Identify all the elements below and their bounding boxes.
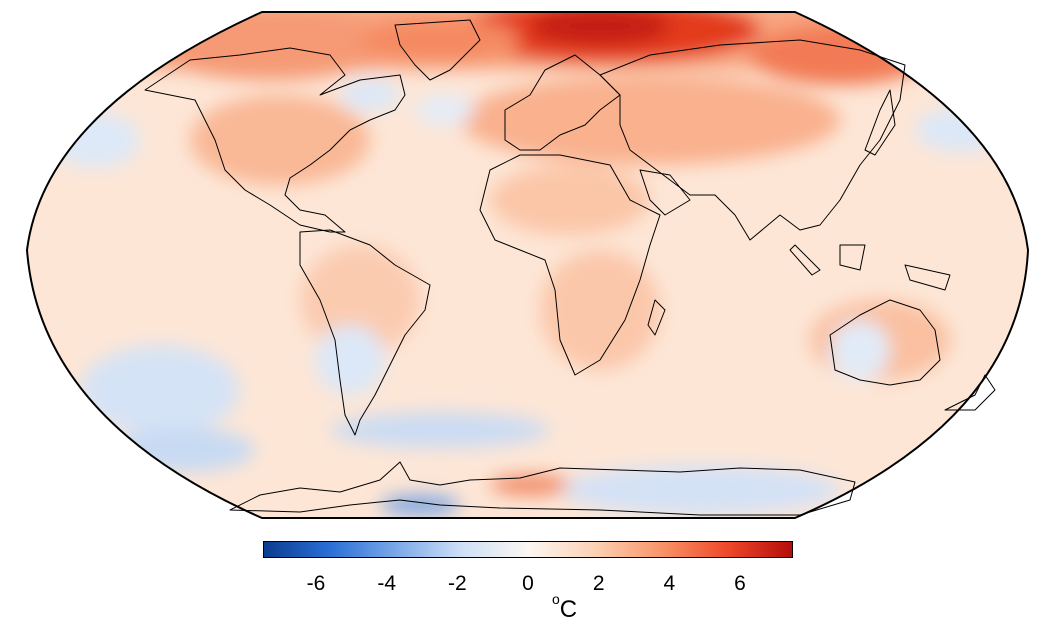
coastline-japan — [864, 89, 896, 156]
map-border — [25, 11, 1030, 519]
coastline-africa — [479, 154, 661, 376]
colorbar-tick-label: 2 — [592, 572, 605, 595]
unit-letter: C — [559, 596, 578, 623]
coastlines — [144, 19, 996, 516]
colorbar-tick-label: 6 — [734, 572, 746, 595]
colorbar — [263, 541, 793, 558]
coastline-greenland — [394, 19, 481, 81]
coastline-north-america — [144, 47, 406, 233]
coastline-asia — [599, 39, 906, 241]
colorbar-tick-label: -6 — [306, 572, 326, 595]
colorbar-unit-label: oC — [552, 591, 578, 624]
anomaly-field — [27, 12, 1028, 518]
coastline-europe — [504, 54, 621, 151]
coastline-borneo — [839, 244, 866, 271]
coastline-arabia — [639, 169, 691, 216]
coastline-antarctica — [229, 461, 856, 516]
colorbar-tick-label: -2 — [447, 572, 467, 595]
colorbar-tick-label: 0 — [522, 572, 534, 595]
world-map — [25, 11, 1030, 519]
coastline-madagascar — [647, 299, 666, 336]
coastline-south-america — [299, 229, 431, 436]
coastline-new-zealand — [944, 374, 996, 411]
colorbar-tick-label: 4 — [663, 572, 676, 595]
coastline-sumatra — [789, 244, 821, 276]
degree-symbol: o — [552, 591, 560, 607]
colorbar-tick-label: -4 — [377, 572, 397, 595]
coastline-australia — [829, 299, 941, 386]
coastline-new-guinea — [904, 264, 951, 291]
